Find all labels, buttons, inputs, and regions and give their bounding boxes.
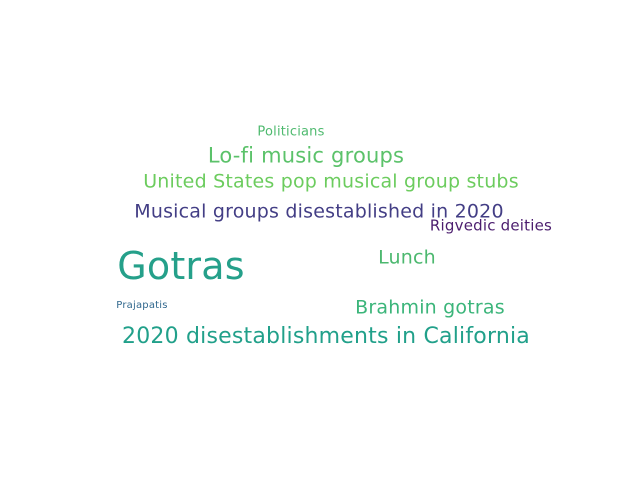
word-politicians: Politicians: [257, 124, 325, 140]
word-lunch: Lunch: [378, 246, 436, 269]
word-2020-disestablishments-california: 2020 disestablishments in California: [122, 324, 530, 349]
word-prajapatis: Prajapatis: [116, 300, 168, 311]
word-rigvedic-deities: Rigvedic deities: [429, 216, 553, 235]
word-brahmin-gotras: Brahmin gotras: [355, 296, 505, 319]
word-musical-groups-disestablished-2020: Musical groups disestablished in 2020: [134, 200, 504, 223]
word-lofi-music-groups: Lo-fi music groups: [207, 143, 405, 168]
word-gotras: Gotras: [117, 244, 245, 288]
word-us-pop-musical-group-stubs: United States pop musical group stubs: [143, 170, 519, 193]
